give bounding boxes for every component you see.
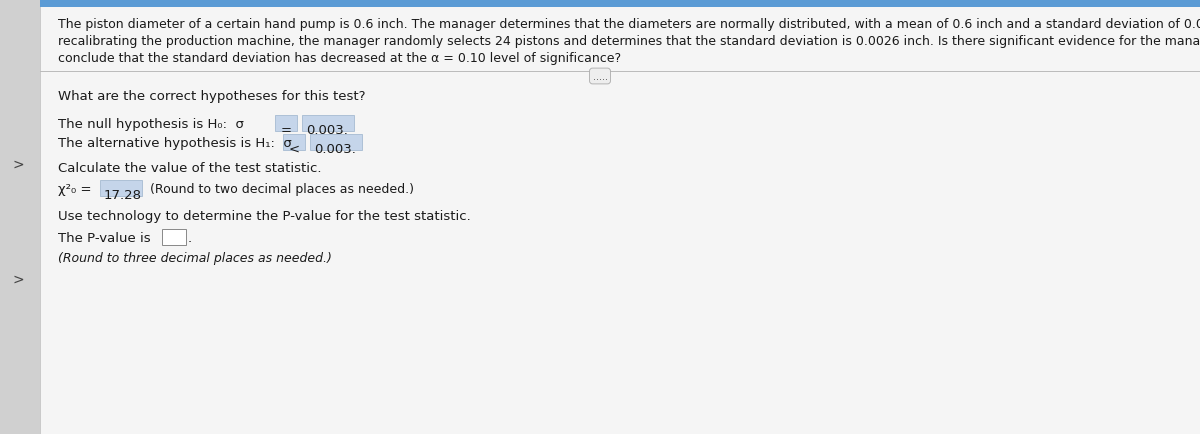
Text: The null hypothesis is H₀:  σ: The null hypothesis is H₀: σ bbox=[58, 118, 244, 131]
Text: 17.28: 17.28 bbox=[104, 188, 142, 201]
Text: >: > bbox=[12, 273, 24, 286]
Text: >: > bbox=[12, 158, 24, 171]
Text: conclude that the standard deviation has decreased at the α = 0.10 level of sign: conclude that the standard deviation has… bbox=[58, 52, 622, 65]
Bar bbox=[310, 135, 362, 151]
Text: 0.003.: 0.003. bbox=[314, 143, 356, 156]
Text: (Round to three decimal places as needed.): (Round to three decimal places as needed… bbox=[58, 251, 332, 264]
Text: .: . bbox=[188, 231, 192, 244]
Bar bbox=[283, 135, 305, 151]
Bar bbox=[40, 0, 1200, 8]
Text: 0.003.: 0.003. bbox=[306, 124, 348, 137]
Bar bbox=[275, 116, 298, 132]
Text: What are the correct hypotheses for this test?: What are the correct hypotheses for this… bbox=[58, 90, 366, 103]
Bar bbox=[162, 230, 186, 246]
Text: recalibrating the production machine, the manager randomly selects 24 pistons an: recalibrating the production machine, th… bbox=[58, 35, 1200, 48]
Text: The alternative hypothesis is H₁:  σ: The alternative hypothesis is H₁: σ bbox=[58, 137, 292, 150]
Text: Use technology to determine the P-value for the test statistic.: Use technology to determine the P-value … bbox=[58, 210, 470, 223]
Text: The piston diameter of a certain hand pump is 0.6 inch. The manager determines t: The piston diameter of a certain hand pu… bbox=[58, 18, 1200, 31]
Bar bbox=[0, 0, 40, 434]
Text: Calculate the value of the test statistic.: Calculate the value of the test statisti… bbox=[58, 161, 322, 174]
Text: (Round to two decimal places as needed.): (Round to two decimal places as needed.) bbox=[146, 183, 414, 196]
Bar bbox=[100, 181, 142, 197]
Text: <: < bbox=[288, 143, 300, 156]
Text: The P-value is: The P-value is bbox=[58, 231, 155, 244]
Text: χ²₀ =: χ²₀ = bbox=[58, 183, 96, 196]
Bar bbox=[302, 116, 354, 132]
Text: =: = bbox=[281, 124, 292, 137]
Text: .....: ..... bbox=[593, 72, 607, 82]
